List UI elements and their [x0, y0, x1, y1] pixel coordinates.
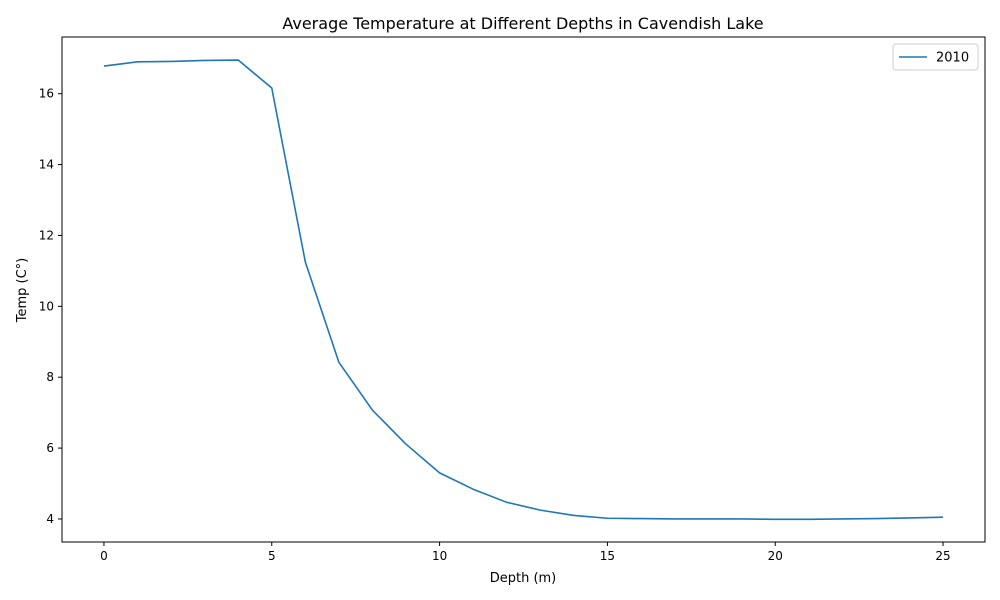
x-tick-label: 15 — [600, 549, 615, 563]
y-axis: 4 6 8 10 12 14 16 — [39, 87, 62, 526]
legend-label: 2010 — [936, 51, 969, 66]
y-tick-label: 10 — [39, 299, 54, 313]
x-axis-label: Depth (m) — [490, 571, 557, 586]
x-tick-label: 0 — [100, 549, 108, 563]
x-tick-label: 10 — [432, 549, 447, 563]
x-tick-label: 5 — [268, 549, 276, 563]
series-lines — [103, 59, 944, 521]
x-axis: 0 5 10 15 20 25 — [100, 542, 951, 563]
y-tick-label: 16 — [39, 87, 54, 101]
chart-title: Average Temperature at Different Depths … — [282, 14, 763, 33]
legend: 2010 — [892, 43, 979, 71]
y-tick-label: 6 — [46, 441, 54, 455]
series-line-2010 — [103, 59, 944, 521]
y-axis-label: Temp (C°) — [15, 258, 30, 324]
x-tick-label: 20 — [768, 549, 783, 563]
x-tick-label: 25 — [935, 549, 950, 563]
axes-frame — [61, 36, 986, 543]
y-tick-label: 8 — [46, 370, 54, 384]
y-tick-label: 12 — [39, 228, 54, 242]
legend-box — [892, 43, 979, 71]
y-tick-label: 4 — [46, 512, 54, 526]
plot-area: 0 5 10 15 20 25 4 6 8 10 12 14 16 — [39, 36, 986, 563]
y-tick-label: 14 — [39, 158, 54, 172]
